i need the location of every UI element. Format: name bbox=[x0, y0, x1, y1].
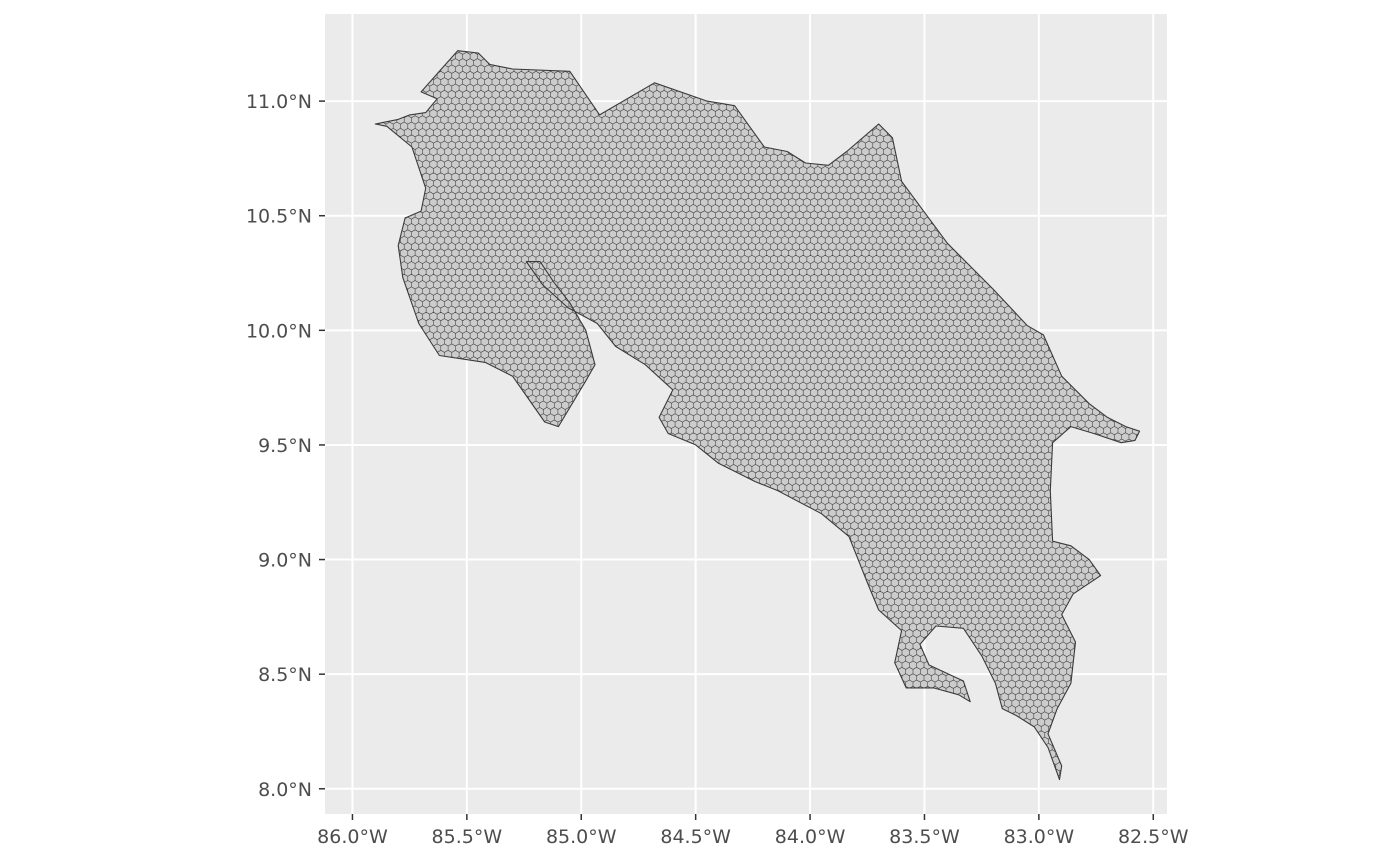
y-tick-label-0: 11.0°N bbox=[246, 91, 312, 113]
y-axis: 11.0°N 10.5°N 10.0°N 9.5°N 9.0°N 8.5°N 8.0°N bbox=[246, 91, 312, 801]
y-tick-label-2: 10.0°N bbox=[246, 320, 312, 342]
x-tick-label-1: 85.5°W bbox=[432, 826, 503, 848]
x-axis: 86.0°W 85.5°W 85.0°W 84.5°W 84.0°W 83.5°W 83.0… bbox=[317, 826, 1189, 848]
x-tick-label-4: 84.0°W bbox=[775, 826, 846, 848]
y-tick-label-5: 8.5°N bbox=[258, 664, 312, 686]
country-border bbox=[374, 50, 1141, 781]
x-tick-label-5: 83.5°W bbox=[889, 826, 960, 848]
x-tick-label-2: 85.0°W bbox=[546, 826, 617, 848]
y-tick-label-6: 8.0°N bbox=[258, 779, 312, 801]
country-fill bbox=[375, 50, 1140, 780]
x-tick-label-7: 82.5°W bbox=[1118, 826, 1189, 848]
y-tick-label-3: 9.5°N bbox=[258, 435, 312, 457]
x-tick-label-6: 83.0°W bbox=[1004, 826, 1075, 848]
x-tick-label-0: 86.0°W bbox=[317, 826, 388, 848]
axis-ticks bbox=[319, 100, 1155, 820]
y-tick-label-1: 10.5°N bbox=[246, 206, 312, 228]
y-tick-label-4: 9.0°N bbox=[258, 550, 312, 572]
x-tick-label-3: 84.5°W bbox=[660, 826, 731, 848]
